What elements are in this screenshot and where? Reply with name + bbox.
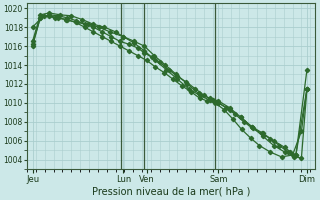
X-axis label: Pression niveau de la mer( hPa ): Pression niveau de la mer( hPa ) — [92, 187, 250, 197]
